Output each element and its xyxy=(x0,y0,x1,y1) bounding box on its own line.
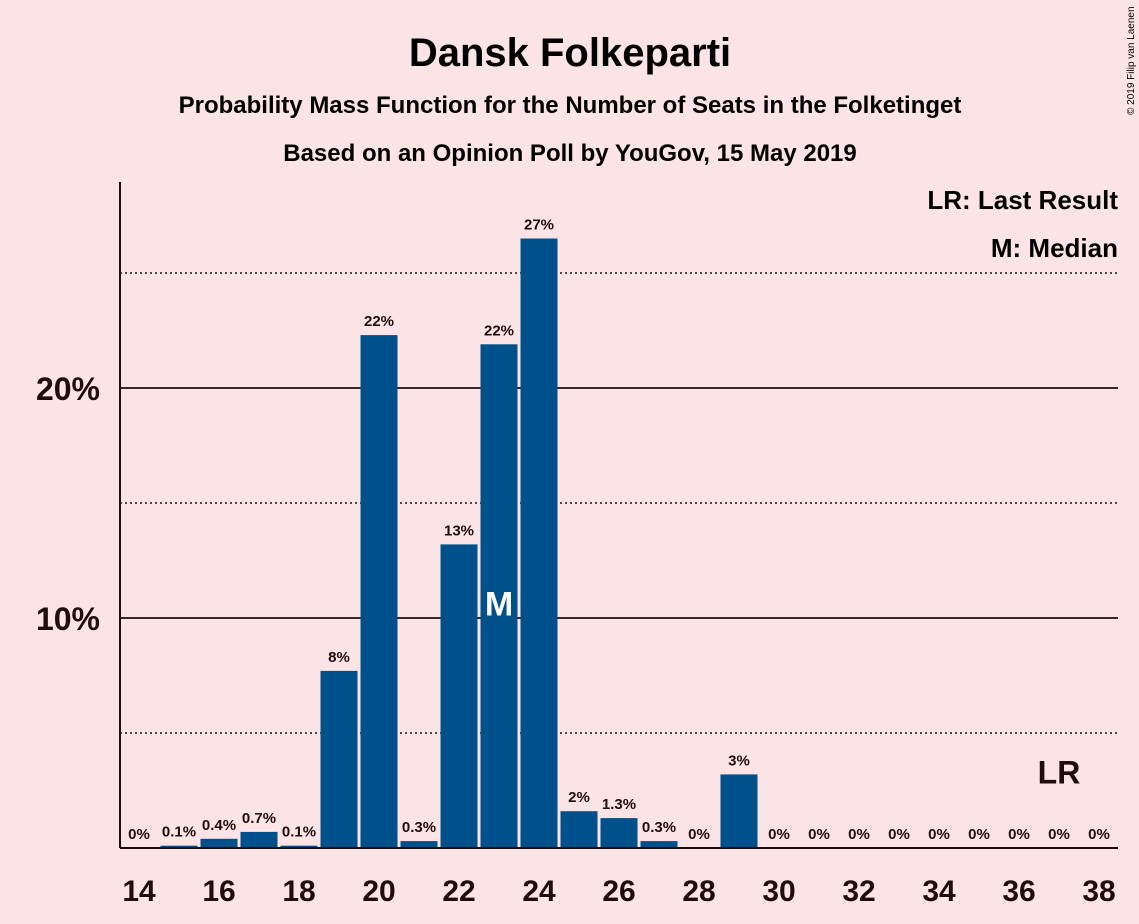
data-label: 0.3% xyxy=(402,819,436,836)
data-label: 0.3% xyxy=(642,819,676,836)
data-label: 0.7% xyxy=(242,810,276,827)
bar xyxy=(280,845,318,848)
last-result-marker: LR xyxy=(1038,755,1081,791)
data-label: 13% xyxy=(444,522,474,539)
data-label: 0.1% xyxy=(282,824,316,841)
x-tick-label: 28 xyxy=(682,875,715,908)
data-label: 0.1% xyxy=(162,824,196,841)
gridlines xyxy=(120,272,1118,734)
data-label: 22% xyxy=(364,313,394,330)
data-label: 0% xyxy=(968,826,990,843)
x-tick-label: 30 xyxy=(762,875,795,908)
data-label: 0% xyxy=(1088,826,1110,843)
y-tick-label: 20% xyxy=(36,371,100,407)
x-tick-label: 38 xyxy=(1082,875,1115,908)
x-tick-label: 22 xyxy=(442,875,475,908)
data-label: 0% xyxy=(768,826,790,843)
bar xyxy=(600,818,638,848)
bar xyxy=(720,774,758,848)
data-label: 0.4% xyxy=(202,817,236,834)
y-tick-label: 10% xyxy=(36,601,100,637)
median-marker: M xyxy=(485,586,513,624)
bar xyxy=(240,831,278,848)
data-label: 27% xyxy=(524,217,554,234)
x-tick-label: 32 xyxy=(842,875,875,908)
bar xyxy=(200,838,238,848)
data-label: 0% xyxy=(808,826,830,843)
x-tick-label: 16 xyxy=(202,875,235,908)
legend-median: M: Median xyxy=(991,233,1118,263)
legend-last-result: LR: Last Result xyxy=(927,185,1118,215)
x-tick-label: 20 xyxy=(362,875,395,908)
x-tick-labels: 14 16 18 20 22 24 26 28 30 32 34 36 38 xyxy=(122,875,1115,908)
data-label: 1.3% xyxy=(602,796,636,813)
chart-title: Dansk Folkeparti xyxy=(409,31,731,75)
bar xyxy=(520,238,558,848)
bar xyxy=(440,544,478,848)
data-label: 2% xyxy=(568,789,590,806)
bars xyxy=(160,238,758,849)
bar xyxy=(320,670,358,848)
x-tick-label: 14 xyxy=(122,875,156,908)
bar xyxy=(400,841,438,848)
bar xyxy=(360,335,398,849)
data-label: 0% xyxy=(128,826,150,843)
x-tick-label: 24 xyxy=(522,875,556,908)
data-label: 8% xyxy=(328,649,350,666)
x-tick-label: 34 xyxy=(922,875,956,908)
chart-source: Based on an Opinion Poll by YouGov, 15 M… xyxy=(283,140,856,167)
bar xyxy=(560,811,598,848)
data-label: 0% xyxy=(888,826,910,843)
x-tick-label: 18 xyxy=(282,875,315,908)
data-labels: 0% 0.1% 0.4% 0.7% 0.1% 8% 22% 0.3% 13% 22% 27% 2% 1.… xyxy=(128,217,1110,844)
data-label: 22% xyxy=(484,322,514,339)
x-tick-label: 36 xyxy=(1002,875,1035,908)
y-tick-labels: 10% 20% xyxy=(36,371,100,637)
data-label: 3% xyxy=(728,752,750,769)
data-label: 0% xyxy=(1008,826,1030,843)
bar xyxy=(640,841,678,848)
data-label: 0% xyxy=(688,826,710,843)
data-label: 0% xyxy=(1048,826,1070,843)
axes xyxy=(119,182,1118,849)
data-label: 0% xyxy=(848,826,870,843)
copyright-note: © 2019 Filip van Laenen xyxy=(1126,6,1137,115)
chart-subtitle: Probability Mass Function for the Number… xyxy=(179,92,962,119)
bar xyxy=(160,845,198,848)
x-tick-label: 26 xyxy=(602,875,635,908)
bar xyxy=(480,344,518,848)
data-label: 0% xyxy=(928,826,950,843)
